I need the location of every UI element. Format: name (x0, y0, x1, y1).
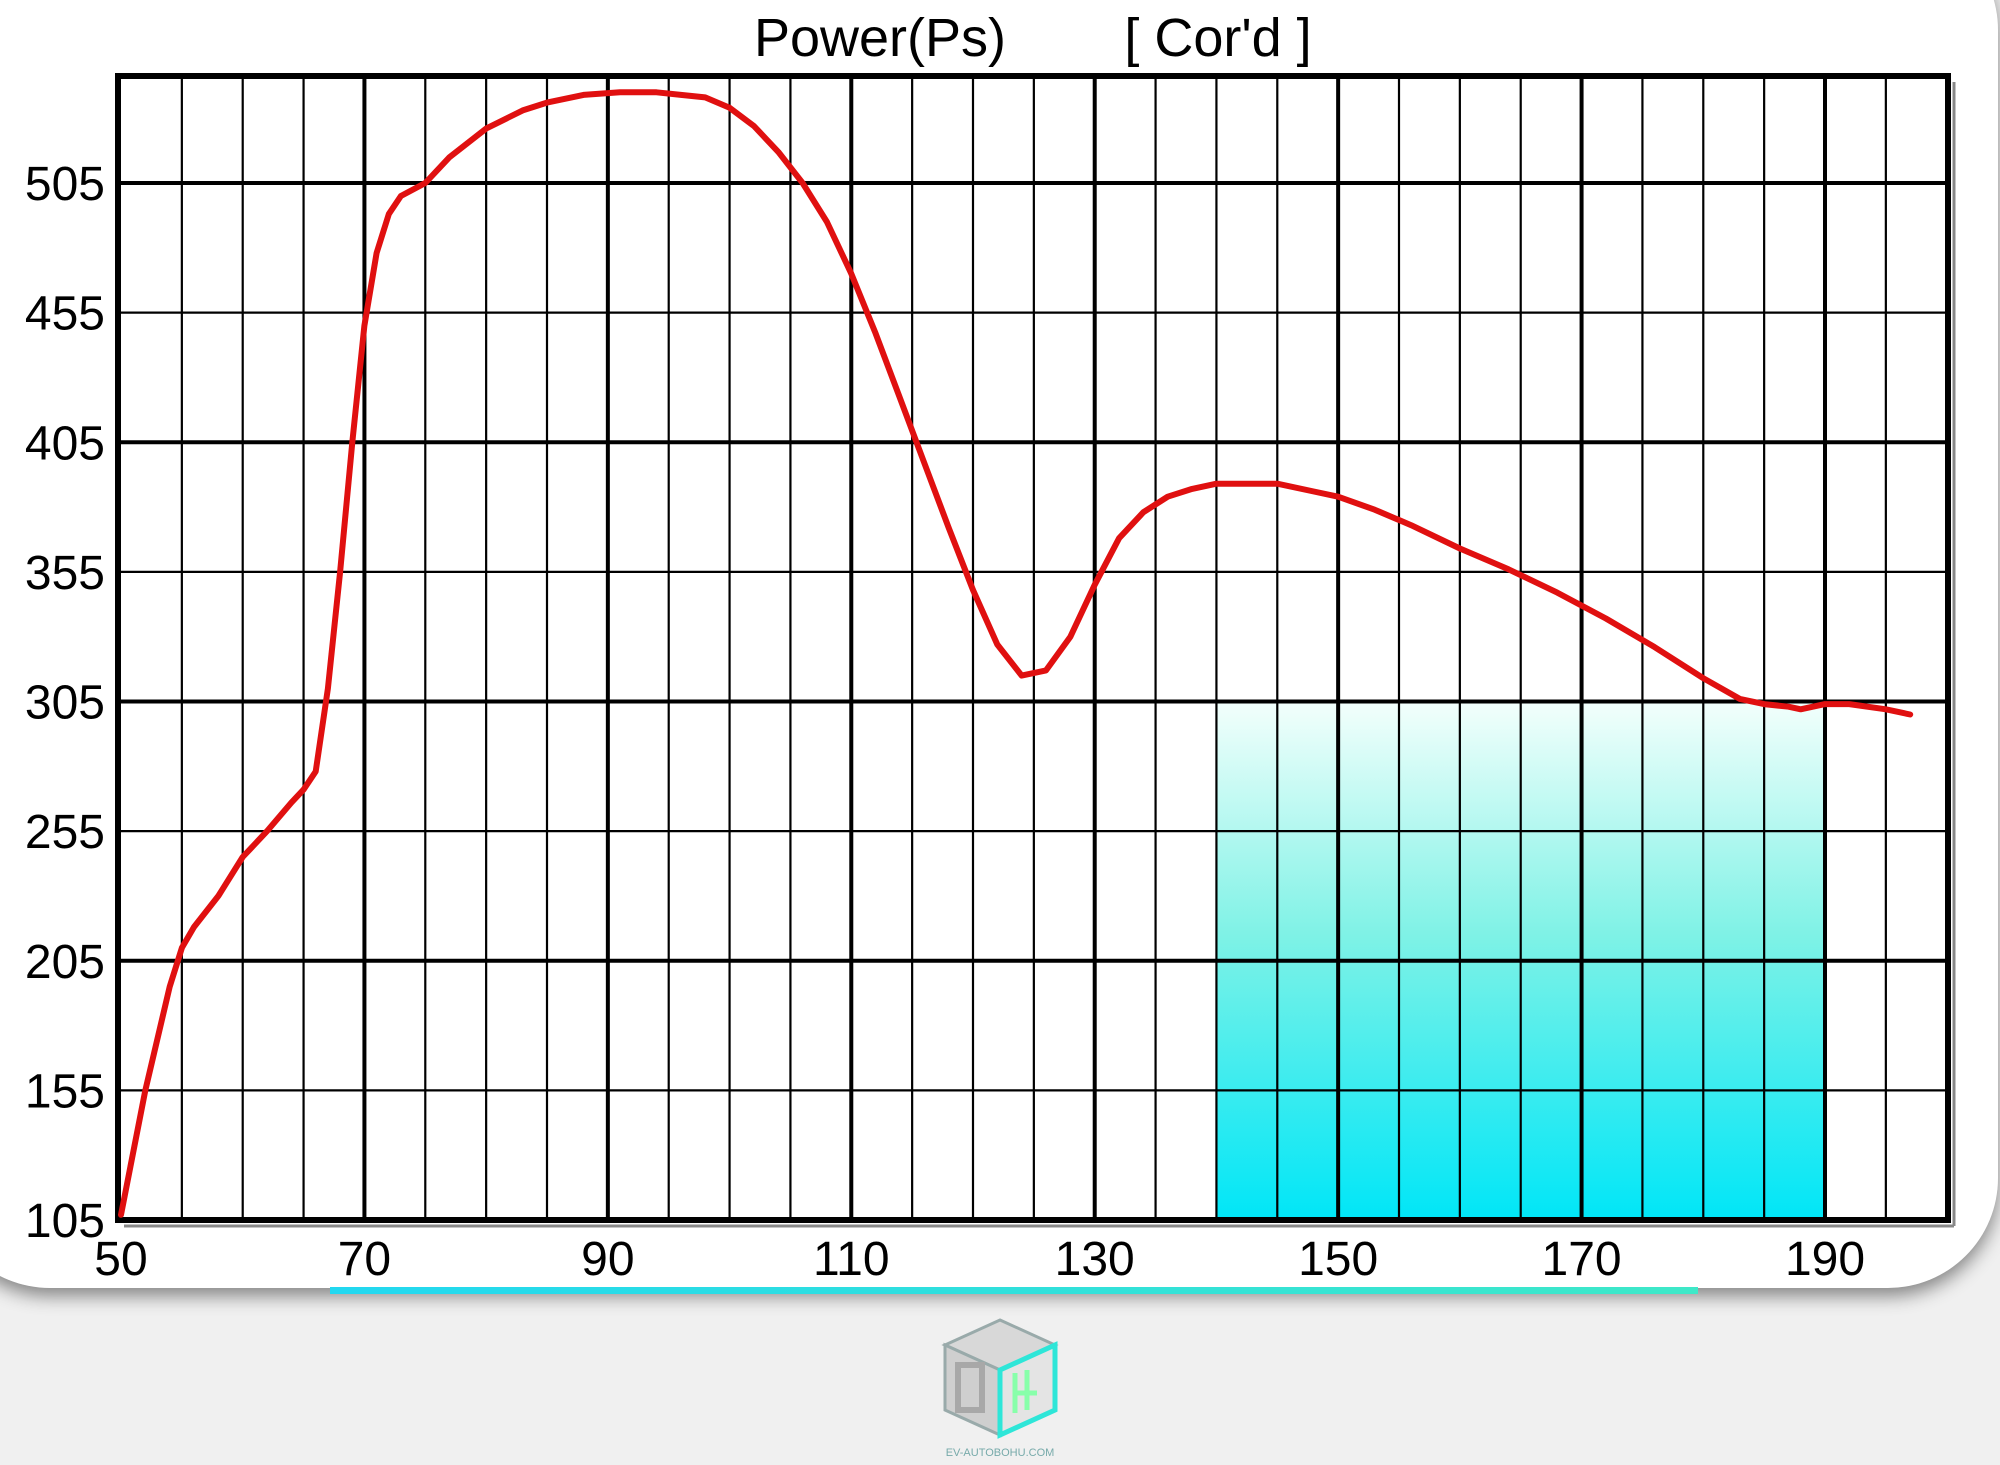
x-tick-label: 150 (1298, 1233, 1378, 1286)
plot-frame (115, 73, 1951, 1223)
y-tick-label: 105 (25, 1195, 105, 1248)
x-tick-label: 90 (581, 1233, 634, 1286)
y-tick-label: 405 (25, 417, 105, 470)
x-tick-label: 170 (1542, 1233, 1622, 1286)
chart-title: Power(Ps) (754, 8, 1006, 68)
power-curve (118, 89, 1914, 1218)
x-tick-label: 190 (1785, 1233, 1865, 1286)
chart-subtitle: [ Cor'd ] (1124, 8, 1311, 68)
x-tick-label: 50 (94, 1233, 147, 1286)
y-tick-label: 455 (25, 288, 105, 341)
y-tick-label: 255 (25, 806, 105, 859)
watermark-text: EV-AUTOBOHU.COM (945, 1447, 1055, 1459)
y-tick-label: 505 (25, 158, 105, 211)
y-tick-label: 355 (25, 547, 105, 600)
axis-underline (330, 1287, 1698, 1294)
x-tick-label: 70 (338, 1233, 391, 1286)
x-tick-label: 130 (1055, 1233, 1135, 1286)
cube-logo-icon (941, 1318, 1059, 1439)
y-tick-label: 205 (25, 936, 105, 989)
x-tick-label: 110 (813, 1233, 890, 1286)
y-tick-label: 155 (25, 1065, 105, 1118)
y-tick-label: 305 (25, 677, 105, 730)
watermark-logo: EV-AUTOBOHU.COM (930, 1315, 1070, 1465)
